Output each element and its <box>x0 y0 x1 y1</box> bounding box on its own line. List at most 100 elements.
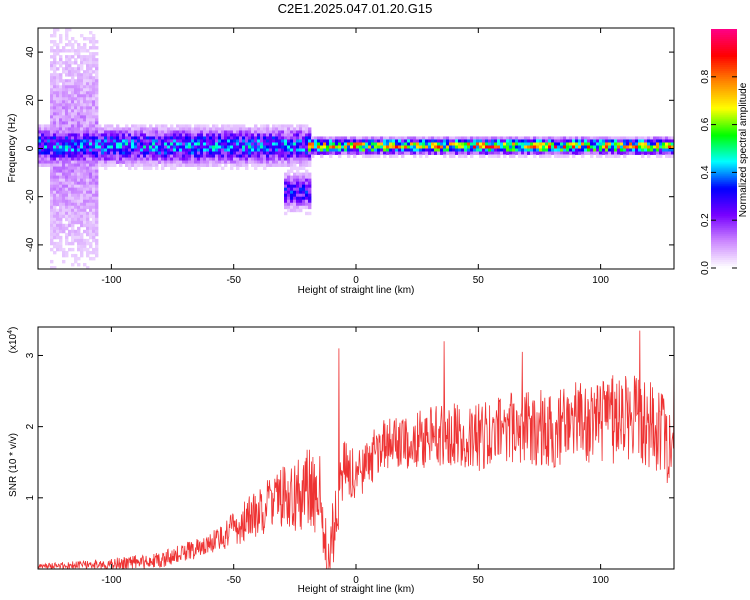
heat-cell <box>50 85 54 89</box>
heat-cell <box>65 91 69 95</box>
heat-cell <box>59 175 63 180</box>
heat-cell <box>212 160 216 164</box>
colorbar-cell <box>711 54 737 58</box>
heat-cell <box>191 130 195 134</box>
heat-cell <box>299 184 303 189</box>
heat-cell <box>296 178 300 183</box>
heat-cell <box>293 190 297 195</box>
heat-cell <box>146 160 150 164</box>
heat-cell <box>185 148 189 152</box>
heat-cell <box>218 127 222 131</box>
heat-cell <box>584 142 588 146</box>
heat-cell <box>62 145 66 149</box>
heat-cell <box>413 139 417 143</box>
heat-cell <box>86 124 90 128</box>
heat-cell <box>131 151 135 155</box>
heat-cell <box>50 91 54 95</box>
heat-cell <box>68 82 72 86</box>
heat-cell <box>662 142 666 146</box>
heat-cell <box>38 151 42 155</box>
heat-cell <box>392 136 396 140</box>
heat-cell <box>86 94 90 98</box>
heat-cell <box>314 148 318 152</box>
heat-cell <box>74 190 78 195</box>
heat-cell <box>50 79 54 83</box>
heat-cell <box>644 151 648 155</box>
heat-cell <box>137 133 141 137</box>
heat-cell <box>44 154 48 158</box>
heat-cell <box>62 181 66 186</box>
heat-cell <box>80 49 84 53</box>
heat-cell <box>65 82 69 86</box>
heat-cell <box>230 139 234 143</box>
heat-cell <box>80 94 84 98</box>
heat-cell <box>296 205 300 210</box>
heat-cell <box>59 97 63 101</box>
heat-cell <box>50 49 54 53</box>
heat-cell <box>152 154 156 158</box>
heat-cell <box>251 145 255 149</box>
heat-cell <box>290 169 294 173</box>
heat-cell <box>164 157 168 161</box>
heat-cell <box>263 124 267 128</box>
heat-cell <box>53 232 57 237</box>
heat-cell <box>251 130 255 134</box>
heat-cell <box>59 112 63 116</box>
heat-cell <box>107 142 111 146</box>
colorbar-cell <box>711 36 737 40</box>
heat-cell <box>158 127 162 131</box>
heat-cell <box>77 49 81 53</box>
heat-cell <box>197 133 201 137</box>
heat-cell <box>671 142 675 146</box>
heat-cell <box>50 160 54 164</box>
heat-cell <box>245 148 249 152</box>
heat-cell <box>80 121 84 125</box>
heat-cell <box>554 151 558 155</box>
heat-cell <box>86 73 90 77</box>
heat-cell <box>65 190 69 195</box>
heat-cell <box>128 127 132 131</box>
heat-cell <box>77 193 81 198</box>
heat-cell <box>239 124 243 128</box>
heat-cell <box>233 148 237 152</box>
heat-cell <box>446 136 450 140</box>
colorbar-cell <box>711 126 737 130</box>
heat-cell <box>68 118 72 122</box>
heat-cell <box>230 145 234 149</box>
colorbar-cell <box>711 74 737 78</box>
heat-cell <box>173 160 177 164</box>
heat-cell <box>158 151 162 155</box>
heat-cell <box>71 133 75 137</box>
heat-cell <box>545 151 549 155</box>
heat-cell <box>404 142 408 146</box>
heat-cell <box>74 175 78 180</box>
heat-cell <box>71 55 75 59</box>
heat-cell <box>497 142 501 146</box>
heat-cell <box>344 136 348 140</box>
heat-cell <box>359 136 363 140</box>
heat-cell <box>71 37 75 41</box>
heat-cell <box>464 136 468 140</box>
heat-cell <box>68 178 72 183</box>
heat-cell <box>569 139 573 143</box>
heat-cell <box>92 97 96 101</box>
heat-cell <box>527 142 531 146</box>
heat-cell <box>386 148 390 152</box>
heat-cell <box>140 127 144 131</box>
heat-cell <box>86 55 90 59</box>
heat-cell <box>68 130 72 134</box>
heat-cell <box>74 79 78 83</box>
heat-cell <box>149 142 153 146</box>
heat-cell <box>71 46 75 50</box>
heat-cell <box>221 154 225 158</box>
heat-cell <box>50 178 54 183</box>
heat-cell <box>269 130 273 134</box>
heat-cell <box>77 166 81 170</box>
heat-cell <box>662 151 666 155</box>
colorbar-cell <box>711 46 737 50</box>
heat-cell <box>635 145 639 149</box>
heat-cell <box>533 148 537 152</box>
heat-cell <box>89 232 93 237</box>
heat-cell <box>71 241 75 246</box>
heat-cell <box>116 148 120 152</box>
